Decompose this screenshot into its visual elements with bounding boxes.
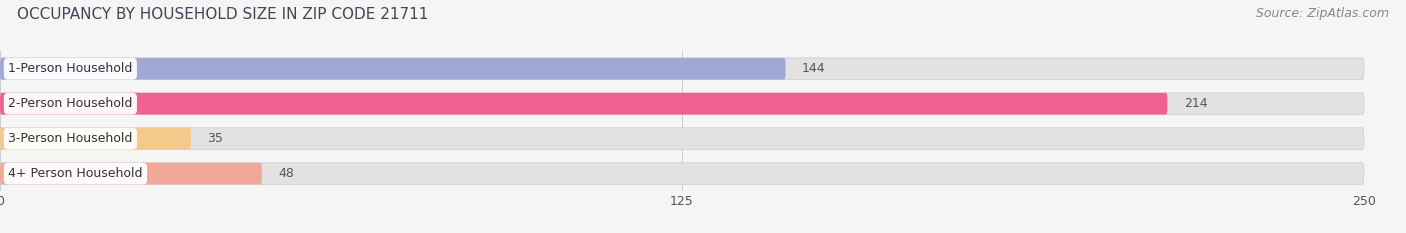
Text: 3-Person Household: 3-Person Household (8, 132, 132, 145)
FancyBboxPatch shape (0, 93, 1167, 115)
Text: 35: 35 (207, 132, 224, 145)
Text: OCCUPANCY BY HOUSEHOLD SIZE IN ZIP CODE 21711: OCCUPANCY BY HOUSEHOLD SIZE IN ZIP CODE … (17, 7, 429, 22)
FancyBboxPatch shape (0, 128, 191, 150)
FancyBboxPatch shape (0, 163, 1364, 185)
Text: 214: 214 (1184, 97, 1208, 110)
Text: 4+ Person Household: 4+ Person Household (8, 167, 142, 180)
Text: 48: 48 (278, 167, 294, 180)
Text: 144: 144 (801, 62, 825, 75)
Text: 2-Person Household: 2-Person Household (8, 97, 132, 110)
FancyBboxPatch shape (0, 128, 1364, 150)
FancyBboxPatch shape (0, 58, 1364, 80)
FancyBboxPatch shape (0, 163, 262, 185)
Text: 1-Person Household: 1-Person Household (8, 62, 132, 75)
FancyBboxPatch shape (0, 93, 1364, 115)
Text: Source: ZipAtlas.com: Source: ZipAtlas.com (1256, 7, 1389, 20)
FancyBboxPatch shape (0, 58, 786, 80)
